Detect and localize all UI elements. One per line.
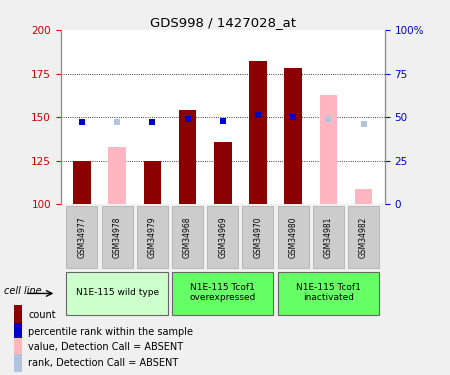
- Text: GSM34979: GSM34979: [148, 216, 157, 258]
- Text: GSM34977: GSM34977: [77, 216, 86, 258]
- FancyBboxPatch shape: [243, 206, 274, 268]
- Text: cell line: cell line: [4, 286, 42, 296]
- Bar: [355, 189, 373, 204]
- FancyBboxPatch shape: [207, 206, 238, 268]
- Text: N1E-115 Tcof1
inactivated: N1E-115 Tcof1 inactivated: [296, 283, 361, 302]
- FancyBboxPatch shape: [67, 272, 168, 315]
- FancyBboxPatch shape: [172, 206, 203, 268]
- FancyBboxPatch shape: [67, 206, 97, 268]
- FancyBboxPatch shape: [102, 206, 133, 268]
- Bar: [14, 354, 22, 372]
- Bar: [284, 68, 302, 204]
- Text: GSM34970: GSM34970: [253, 216, 262, 258]
- Text: GSM34980: GSM34980: [289, 216, 298, 258]
- Text: GSM34978: GSM34978: [112, 216, 122, 258]
- Bar: [179, 110, 196, 204]
- Text: GSM34969: GSM34969: [218, 216, 227, 258]
- Text: GSM34982: GSM34982: [359, 216, 368, 258]
- Bar: [14, 322, 22, 341]
- Bar: [320, 94, 337, 204]
- Text: count: count: [28, 310, 56, 320]
- FancyBboxPatch shape: [313, 206, 344, 268]
- FancyBboxPatch shape: [278, 272, 379, 315]
- Bar: [14, 338, 22, 357]
- Text: rank, Detection Call = ABSENT: rank, Detection Call = ABSENT: [28, 358, 179, 368]
- Text: GSM34981: GSM34981: [324, 216, 333, 258]
- FancyBboxPatch shape: [137, 206, 168, 268]
- Bar: [73, 161, 91, 204]
- Bar: [214, 142, 232, 204]
- Text: N1E-115 Tcof1
overexpressed: N1E-115 Tcof1 overexpressed: [189, 283, 256, 302]
- Text: value, Detection Call = ABSENT: value, Detection Call = ABSENT: [28, 342, 184, 352]
- FancyBboxPatch shape: [348, 206, 379, 268]
- Text: N1E-115 wild type: N1E-115 wild type: [76, 288, 159, 297]
- Title: GDS998 / 1427028_at: GDS998 / 1427028_at: [150, 16, 296, 29]
- Bar: [144, 161, 161, 204]
- Text: percentile rank within the sample: percentile rank within the sample: [28, 327, 194, 337]
- Text: GSM34968: GSM34968: [183, 216, 192, 258]
- FancyBboxPatch shape: [278, 206, 309, 268]
- Bar: [14, 305, 22, 324]
- Bar: [249, 62, 267, 204]
- Bar: [108, 147, 126, 204]
- FancyBboxPatch shape: [172, 272, 274, 315]
